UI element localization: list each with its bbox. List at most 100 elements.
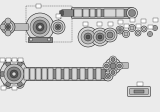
Bar <box>83 22 88 26</box>
Circle shape <box>149 33 151 35</box>
Circle shape <box>4 64 24 84</box>
Bar <box>96 22 101 26</box>
Circle shape <box>104 64 108 68</box>
FancyBboxPatch shape <box>130 89 148 94</box>
Circle shape <box>0 24 6 30</box>
FancyBboxPatch shape <box>62 10 73 16</box>
Circle shape <box>53 22 63 32</box>
Circle shape <box>0 71 5 76</box>
Bar <box>137 82 143 86</box>
Bar <box>88 68 93 80</box>
Bar <box>116 9 124 17</box>
Circle shape <box>110 63 116 69</box>
Circle shape <box>117 28 123 32</box>
Bar <box>136 24 140 28</box>
Circle shape <box>6 81 11 86</box>
FancyBboxPatch shape <box>118 63 128 68</box>
Bar <box>74 9 82 17</box>
Circle shape <box>26 13 54 41</box>
Circle shape <box>135 30 141 36</box>
Circle shape <box>130 26 134 30</box>
Circle shape <box>56 26 60 28</box>
Circle shape <box>48 38 51 41</box>
Circle shape <box>117 64 121 68</box>
Circle shape <box>116 62 123 70</box>
Bar <box>117 20 123 24</box>
Circle shape <box>148 31 152 37</box>
Circle shape <box>123 30 129 38</box>
Circle shape <box>103 71 113 81</box>
Bar <box>148 25 152 29</box>
Circle shape <box>84 33 92 41</box>
Circle shape <box>124 32 128 36</box>
Circle shape <box>107 74 109 78</box>
Circle shape <box>15 79 24 88</box>
Circle shape <box>15 60 24 69</box>
Circle shape <box>38 25 42 29</box>
Bar <box>56 14 60 18</box>
Bar <box>72 68 77 80</box>
Circle shape <box>23 71 28 76</box>
Circle shape <box>108 60 119 71</box>
Circle shape <box>111 57 115 61</box>
Circle shape <box>109 69 116 76</box>
FancyBboxPatch shape <box>128 87 150 96</box>
Bar <box>83 9 89 17</box>
Bar <box>1 86 6 90</box>
Circle shape <box>5 18 11 24</box>
Circle shape <box>136 31 140 34</box>
Circle shape <box>116 26 124 34</box>
Circle shape <box>29 38 32 41</box>
Bar <box>36 68 41 80</box>
Circle shape <box>33 20 47 34</box>
Bar <box>48 68 53 80</box>
Circle shape <box>107 32 113 38</box>
Bar <box>64 68 69 80</box>
FancyBboxPatch shape <box>74 10 130 16</box>
Circle shape <box>5 24 11 30</box>
Bar <box>12 86 17 90</box>
Circle shape <box>128 10 136 16</box>
Circle shape <box>5 30 11 36</box>
Circle shape <box>103 28 117 42</box>
FancyBboxPatch shape <box>72 8 132 18</box>
Bar <box>140 19 145 23</box>
Circle shape <box>4 79 13 88</box>
Circle shape <box>143 28 145 30</box>
Circle shape <box>111 70 115 74</box>
Circle shape <box>55 24 61 30</box>
Circle shape <box>81 30 95 44</box>
Circle shape <box>103 62 110 70</box>
Bar <box>97 9 101 17</box>
Circle shape <box>105 58 121 74</box>
Circle shape <box>3 22 13 32</box>
Bar <box>152 18 157 22</box>
Circle shape <box>152 26 157 30</box>
Circle shape <box>154 27 156 29</box>
Bar <box>28 37 52 42</box>
Circle shape <box>7 26 9 28</box>
Circle shape <box>86 35 90 39</box>
FancyBboxPatch shape <box>60 11 63 15</box>
Circle shape <box>141 26 147 32</box>
Circle shape <box>1 20 15 34</box>
Circle shape <box>6 61 11 67</box>
Bar <box>30 68 35 80</box>
Circle shape <box>98 35 102 39</box>
Bar <box>134 90 144 93</box>
Bar <box>0 58 5 62</box>
Circle shape <box>4 60 13 69</box>
Circle shape <box>7 67 21 81</box>
Circle shape <box>93 30 107 43</box>
Circle shape <box>0 60 28 88</box>
Bar <box>24 68 29 80</box>
Bar <box>129 18 135 22</box>
FancyBboxPatch shape <box>6 24 28 30</box>
Bar <box>108 22 112 26</box>
FancyBboxPatch shape <box>22 68 107 80</box>
Bar <box>96 68 101 80</box>
Bar <box>12 58 17 62</box>
Circle shape <box>36 23 44 31</box>
Bar <box>80 68 85 80</box>
FancyBboxPatch shape <box>3 25 7 29</box>
